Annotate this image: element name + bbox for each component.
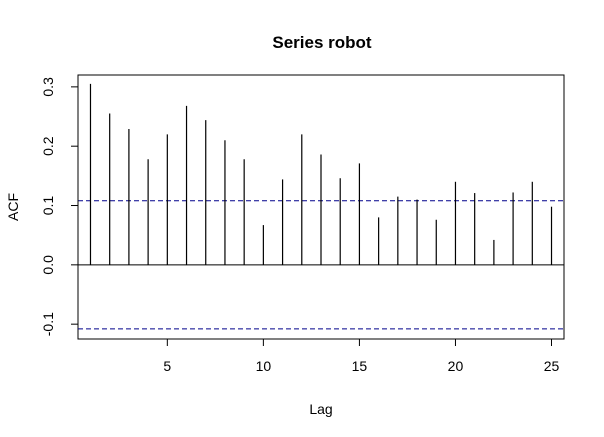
chart-title: Series robot — [272, 33, 372, 52]
y-tick-label: 0.0 — [40, 255, 56, 275]
x-tick-label: 5 — [163, 358, 171, 374]
x-tick-label: 15 — [352, 358, 368, 374]
y-tick-label: 0.3 — [40, 77, 56, 97]
y-tick-label: 0.2 — [40, 136, 56, 156]
x-tick-label: 20 — [448, 358, 464, 374]
y-axis-title: ACF — [5, 193, 21, 221]
y-tick-label: 0.1 — [40, 196, 56, 216]
y-tick-label: -0.1 — [40, 312, 56, 336]
x-axis-title: Lag — [309, 401, 332, 417]
x-tick-label: 10 — [256, 358, 272, 374]
x-tick-label: 25 — [544, 358, 560, 374]
